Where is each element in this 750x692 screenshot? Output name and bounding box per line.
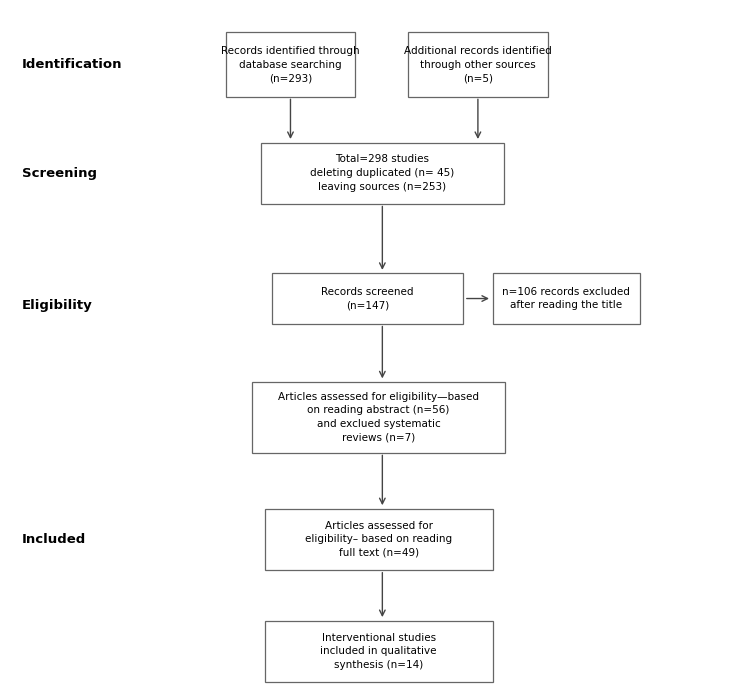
Text: Articles assessed for eligibility—based
on reading abstract (n=56)
and exclued s: Articles assessed for eligibility—based … [278,392,479,443]
FancyBboxPatch shape [265,509,493,570]
Text: Interventional studies
included in qualitative
synthesis (n=14): Interventional studies included in quali… [320,632,437,670]
FancyBboxPatch shape [493,273,640,324]
Text: Eligibility: Eligibility [22,299,93,312]
FancyBboxPatch shape [261,143,504,203]
FancyBboxPatch shape [408,33,548,97]
FancyBboxPatch shape [272,273,464,324]
Text: Identification: Identification [22,58,123,71]
FancyBboxPatch shape [226,33,355,97]
Text: Records screened
(n=147): Records screened (n=147) [322,286,414,310]
Text: Records identified through
database searching
(n=293): Records identified through database sear… [221,46,360,83]
Text: n=106 records excluded
after reading the title: n=106 records excluded after reading the… [503,286,630,310]
Text: Articles assessed for
eligibility– based on reading
full text (n=49): Articles assessed for eligibility– based… [305,520,452,558]
Text: Additional records identified
through other sources
(n=5): Additional records identified through ot… [404,46,552,83]
Text: Screening: Screening [22,167,98,179]
FancyBboxPatch shape [252,381,506,453]
FancyBboxPatch shape [265,621,493,682]
Text: Included: Included [22,533,86,546]
Text: Total=298 studies
deleting duplicated (n= 45)
leaving sources (n=253): Total=298 studies deleting duplicated (n… [310,154,454,192]
